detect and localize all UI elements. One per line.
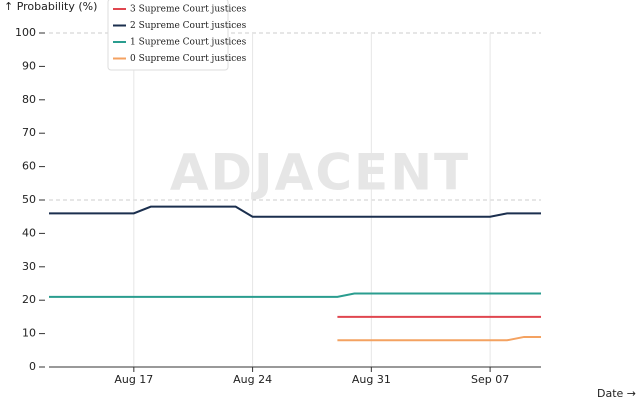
x-tick-label: Sep 07 — [471, 373, 509, 386]
y-tick-label: 20 — [22, 293, 36, 306]
watermark: ADJACENT — [170, 144, 470, 202]
x-tick-label: Aug 24 — [233, 373, 272, 386]
legend-label: 0 Supreme Court justices — [130, 54, 247, 64]
y-tick-label: 0 — [29, 360, 36, 373]
series-line — [337, 335, 541, 342]
y-axis-label: ↑ Probability (%) — [4, 0, 97, 13]
y-tick-label: 50 — [22, 193, 36, 206]
series-line — [49, 205, 541, 218]
legend-box — [107, 0, 229, 71]
legend-label: 1 Supreme Court justices — [130, 38, 247, 48]
y-tick-label: 100 — [15, 26, 36, 39]
x-tick-label: Aug 17 — [114, 373, 153, 386]
y-tick-label: 80 — [22, 93, 36, 106]
legend-label: 3 Supreme Court justices — [130, 5, 247, 15]
y-tick-label: 40 — [22, 226, 36, 239]
x-axis-label: Date → — [597, 387, 636, 400]
series-line — [49, 292, 541, 298]
y-tick-label: 90 — [22, 59, 36, 72]
y-tick-label: 30 — [22, 260, 36, 273]
x-tick-label: Aug 31 — [352, 373, 391, 386]
y-tick-label: 70 — [22, 126, 36, 139]
legend-label: 2 Supreme Court justices — [130, 21, 247, 31]
y-tick-label: 60 — [22, 160, 36, 173]
y-tick-label: 10 — [22, 327, 36, 340]
